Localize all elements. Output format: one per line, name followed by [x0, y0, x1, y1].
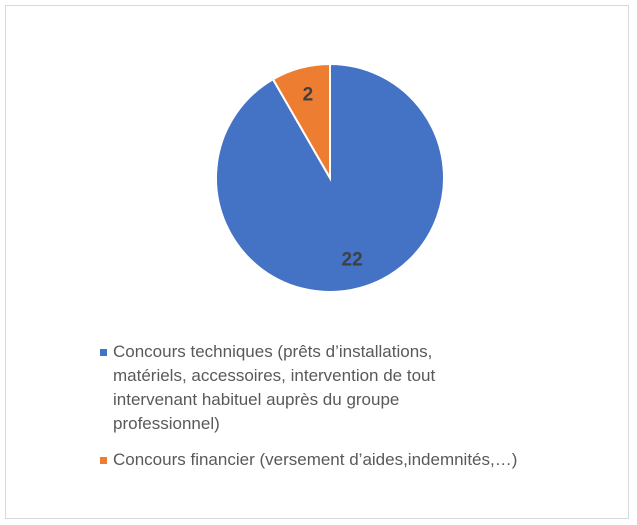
legend-label: Concours techniques (prêts d’installatio… — [113, 342, 436, 433]
legend-swatch — [100, 349, 107, 356]
data-label: 22 — [342, 250, 363, 271]
chart-border — [5, 5, 629, 519]
legend-label: Concours financier (versement d’aides,in… — [113, 450, 518, 469]
legend-item: Concours financier (versement d’aides,in… — [100, 448, 517, 472]
legend: Concours techniques (prêts d’installatio… — [100, 340, 517, 484]
data-label: 2 — [303, 84, 314, 105]
legend-item: Concours techniques (prêts d’installatio… — [100, 340, 517, 436]
legend-swatch — [100, 457, 107, 464]
pie-slice — [271, 62, 331, 182]
